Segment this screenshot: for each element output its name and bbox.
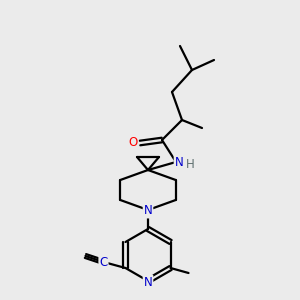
Text: H: H: [186, 158, 194, 172]
Text: N: N: [144, 275, 152, 289]
Text: C: C: [99, 256, 108, 268]
Text: N: N: [175, 155, 183, 169]
Text: N: N: [144, 205, 152, 218]
Text: O: O: [128, 136, 138, 149]
